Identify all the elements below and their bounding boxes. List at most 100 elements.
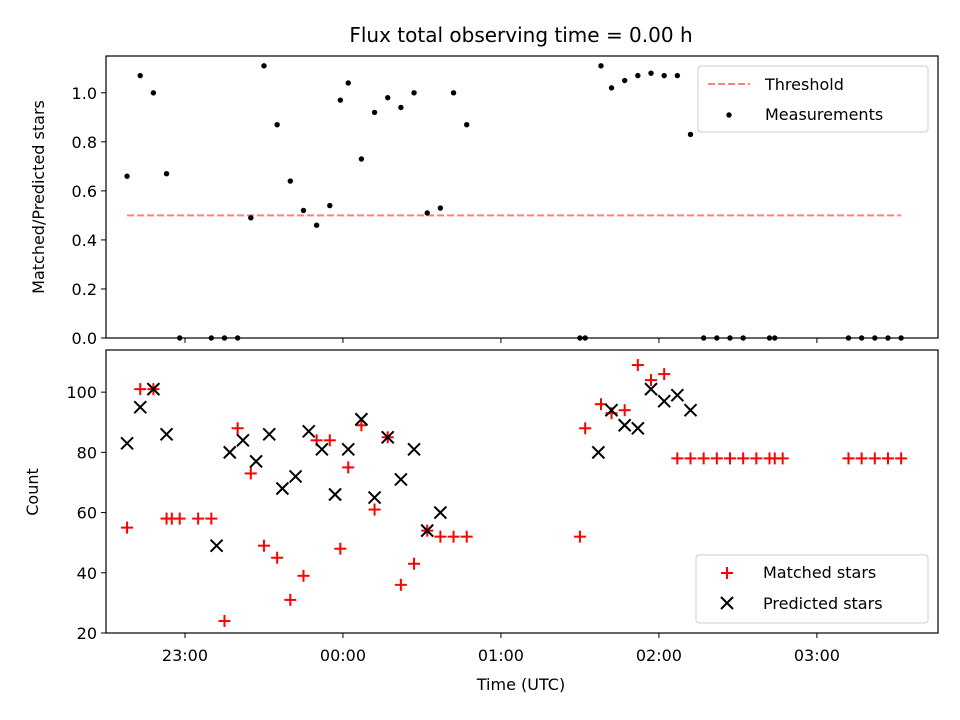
measurement-point [261,63,267,69]
predicted-star-point [433,505,448,520]
top-plot-frame [105,55,939,339]
top-y-axis: 0.0 0.2 0.4 0.6 0.8 1.0 [72,84,106,348]
matched-star-point [323,434,336,447]
predicted-star-point [683,403,698,417]
measurement-point [661,72,667,79]
bottom-legend-box [695,554,929,624]
x-tick-label: 02:00 [636,646,682,665]
bottom-x-axis-label: Time (UTC) [476,675,565,694]
matched-star-point [658,368,671,381]
predicted-star-point [644,382,658,396]
predicted-star-point [315,442,329,457]
measurement-point [371,109,378,116]
matched-star-point [134,383,147,396]
matched-star-point [737,452,750,465]
bottom-marks [120,359,908,627]
matched-star-point [342,461,355,474]
predicted-star-point [133,400,147,414]
x-tick-label: 00:00 [320,646,366,665]
matched-star-point [855,452,868,465]
matched-star-point [447,530,460,543]
matched-star-point [697,452,710,465]
measurement-point [398,104,404,111]
measurement-point [424,210,430,216]
matched-star-point [434,530,447,543]
matched-star-point [724,452,736,465]
x-tick-label: 03:00 [794,646,840,665]
matched-star-point [776,452,789,465]
bottom-legend: Matched stars Predicted stars [695,554,929,624]
matched-star-point [881,452,894,465]
predicted-legend-label: Predicted stars [763,594,883,613]
measurements-legend-swatch [726,112,732,118]
predicted-star-point [670,388,685,402]
predicted-star-point [146,382,161,396]
y-tick-label: 0.0 [72,329,97,348]
matched-star-point [271,551,284,564]
predicted-legend-swatch [720,596,734,610]
matched-star-point [218,614,231,627]
predicted-star-point [407,442,421,457]
measurement-point [411,90,417,96]
predicted-star-point [223,445,237,460]
y-tick-label: 40 [77,564,97,583]
top-y-axis-label: Matched/Predicted stars [29,100,48,294]
y-tick-label: 80 [77,443,97,462]
matched-star-point [334,542,347,555]
measurements-legend-label: Measurements [765,105,883,124]
measurement-point [648,70,654,76]
matched-star-point [355,419,368,432]
x-tick-label: 23:00 [162,646,208,665]
matched-star-point [394,578,407,591]
threshold-legend-label: Threshold [764,75,844,94]
predicted-star-point [381,430,395,445]
matched-star-point [121,521,134,534]
predicted-star-point [394,472,408,487]
bottom-y-axis: 20 40 60 80 100 [66,383,106,643]
measurement-point [345,80,351,86]
measurement-point [608,85,615,91]
y-tick-label: 60 [77,504,97,523]
measurement-point [358,156,365,162]
measurement-point [327,202,333,209]
measurement-point [150,90,157,96]
predicted-star-point [288,469,303,484]
measurement-point [674,72,681,79]
bottom-panel: 20 40 60 80 100 23:00 00:00 01:00 02:00 03:00 Co… [23,349,939,694]
top-chart-title: Flux total observing time = 0.00 h [349,23,692,47]
matched-star-point [645,374,658,387]
matched-star-point [205,512,218,525]
bottom-y-axis-label: Count [23,468,42,516]
matched-star-point [231,422,244,435]
measurement-point [385,94,391,101]
matched-star-point [165,512,178,525]
measurement-point [313,222,320,228]
matched-star-point [710,452,723,465]
predicted-star-point [591,445,606,460]
top-legend-box [697,65,929,133]
y-tick-label: 0.4 [72,231,97,250]
predicted-star-point [302,424,316,438]
top-marks [124,63,904,341]
measurement-point [248,215,254,221]
predicted-star-point [249,454,263,469]
measurement-point [464,121,470,128]
y-tick-label: 1.0 [72,84,97,103]
predicted-star-point [262,427,276,442]
predicted-star-point [236,433,250,448]
measurement-point [124,173,130,179]
y-tick-label: 0.8 [72,133,97,152]
top-panel: Flux total observing time = 0.00 h 0.0 0.… [29,23,939,348]
measurement-point [635,72,641,79]
bottom-x-axis: 23:00 00:00 01:00 02:00 03:00 [162,633,840,665]
measurement-point [137,72,143,79]
predicted-star-point [604,403,619,417]
y-tick-label: 20 [77,624,97,643]
predicted-star-point [657,394,671,408]
matched-star-point [408,557,421,570]
matched-star-point [750,452,763,465]
matched-star-point [573,530,586,543]
matched-star-point [842,452,855,465]
matched-legend-swatch [721,567,733,579]
